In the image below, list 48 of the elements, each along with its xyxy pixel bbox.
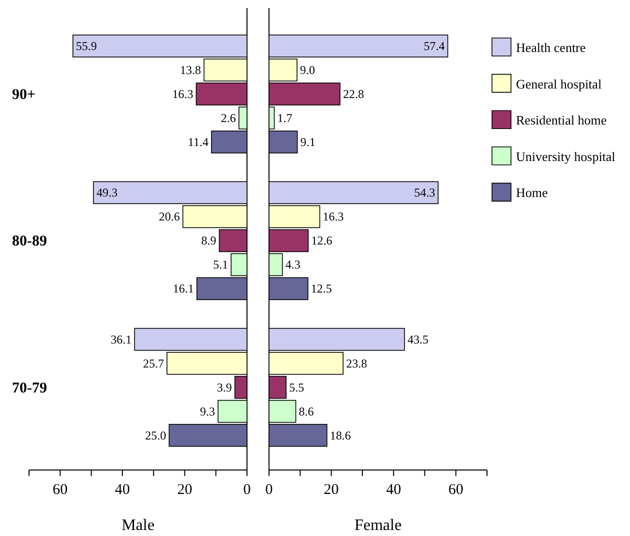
data-label: 23.8 <box>346 356 368 370</box>
data-label: 25.7 <box>142 356 164 370</box>
data-label: 36.1 <box>110 332 132 346</box>
data-label: 5.5 <box>289 380 304 394</box>
data-label: 12.6 <box>311 234 332 248</box>
legend-label: General hospital <box>516 76 602 92</box>
data-label: 11.4 <box>188 135 208 149</box>
data-label: 57.4 <box>424 39 445 53</box>
data-label: 8.9 <box>201 234 216 248</box>
y-tick-label: 80-89 <box>12 234 47 250</box>
legend-label: University hospital <box>516 148 616 164</box>
data-label: 3.9 <box>216 380 232 394</box>
legend-label: Health centre <box>516 40 586 55</box>
data-label: 16.3 <box>172 87 194 101</box>
x-tick-label: 60 <box>52 482 68 498</box>
data-label: 9.1 <box>300 135 316 149</box>
y-tick-label: 70-79 <box>12 380 47 396</box>
x-axis-title: Male <box>122 517 154 534</box>
x-tick-label: 0 <box>265 482 273 498</box>
data-label: 12.5 <box>310 282 332 296</box>
x-axis-title: Female <box>354 517 402 534</box>
x-tick-label: 60 <box>448 482 464 498</box>
data-label: 16.3 <box>322 210 344 224</box>
data-label: 49.3 <box>96 186 118 200</box>
x-tick-label: 20 <box>177 482 192 498</box>
data-label: 20.6 <box>158 210 180 224</box>
data-label: 25.0 <box>145 428 166 442</box>
data-label: 9.3 <box>200 404 216 418</box>
data-label: 5.1 <box>213 258 228 272</box>
data-label: 9.0 <box>300 63 316 77</box>
data-label: 18.6 <box>330 428 351 442</box>
legend-label: Residential home <box>516 112 607 128</box>
data-label: 8.6 <box>298 404 314 418</box>
data-label: 2.6 <box>220 111 236 125</box>
data-label: 43.5 <box>407 332 428 346</box>
legend-label: Home <box>516 185 548 200</box>
data-label: 1.7 <box>277 111 292 125</box>
data-label: 55.9 <box>76 39 97 53</box>
data-label: 16.1 <box>172 282 194 296</box>
data-label: 22.8 <box>343 87 364 101</box>
data-label: 4.3 <box>285 258 300 272</box>
x-tick-label: 40 <box>386 482 402 498</box>
data-label: 13.8 <box>180 63 202 77</box>
data-label: 54.3 <box>414 186 436 200</box>
y-tick-label: 90+ <box>12 87 36 103</box>
x-tick-label: 20 <box>324 482 339 498</box>
x-tick-label: 40 <box>114 482 130 498</box>
x-tick-label: 0 <box>243 482 251 498</box>
